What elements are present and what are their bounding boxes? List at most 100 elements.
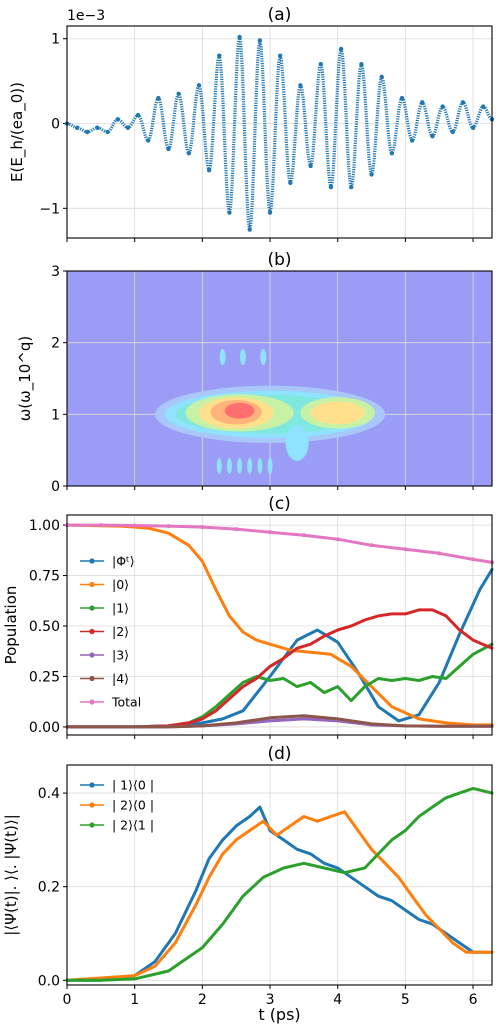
heatmap-contour [267, 457, 273, 474]
series-line-3 [65, 608, 494, 729]
heatmap-background [67, 271, 492, 486]
panel-title: (c) [268, 494, 291, 514]
legend-marker [89, 628, 95, 635]
panel-title: (a) [268, 5, 292, 25]
axes-frame [66, 25, 493, 239]
data-point-6 [268, 530, 273, 535]
legend-marker [89, 782, 95, 788]
y-axis-label: |⟨Ψ(t)|. ⟩⟨. |Ψ(t)⟩| [2, 814, 20, 935]
data-point-6 [98, 523, 103, 528]
data-point-0 [146, 138, 151, 143]
data-point-0 [409, 138, 415, 143]
data-point-6 [301, 533, 306, 538]
data-point-0 [237, 34, 242, 40]
axes-frame [66, 764, 493, 986]
y-tick-label: −1 [39, 201, 60, 217]
data-point-6 [403, 547, 408, 552]
data-point-0 [308, 163, 313, 169]
data-point-0 [298, 83, 303, 88]
data-point-0 [186, 151, 192, 156]
heatmap-contour [285, 425, 309, 461]
panel-d: (d) 0.0 0.2 0.4 0 1 2 3 4 5 6 |⟨Ψ(t)|. ⟩⟨. |Ψ(t)⟩| |… [2, 744, 494, 1024]
y-axis-label: Population [2, 586, 20, 665]
data-point-6 [369, 543, 374, 548]
data-point-0 [288, 180, 293, 186]
data-point-0 [369, 172, 374, 177]
x-tick-label: 0 [63, 992, 72, 1008]
data-point-0 [318, 61, 323, 67]
legend-label: Total [111, 695, 141, 710]
data-point-0 [440, 104, 445, 109]
y-axis-label: ω(ω_10^q) [16, 336, 35, 422]
y-tick-label: 2 [51, 336, 60, 352]
x-tick-label: 2 [198, 992, 207, 1008]
y-tick-label: 0 [51, 479, 60, 495]
data-point-0 [95, 125, 100, 130]
heatmap-contour [247, 457, 253, 474]
y-tick-label: 0.4 [38, 786, 60, 802]
data-point-0 [115, 117, 120, 122]
y-tick-label: 1 [51, 32, 60, 48]
data-point-6 [437, 551, 442, 556]
legend-marker [89, 581, 95, 588]
legend-label: |1⟩ [112, 601, 129, 616]
data-point-0 [166, 146, 171, 152]
axes-frame [66, 514, 493, 736]
data-point-0 [349, 184, 354, 190]
panel-title: (d) [267, 744, 291, 764]
y-tick-label: 0.25 [29, 669, 60, 685]
legend-marker [89, 558, 95, 564]
series-line-0 [65, 805, 494, 982]
legend-label: | 2⟩⟨1 | [112, 818, 154, 833]
data-point-0 [389, 151, 395, 156]
data-point-0 [125, 125, 131, 130]
data-point-0 [206, 167, 212, 173]
legend-label: |0⟩ [112, 577, 129, 592]
data-point-0 [399, 95, 405, 101]
data-point-0 [460, 100, 466, 105]
series-line-5 [65, 714, 494, 729]
y-tick-label: 0 [51, 117, 60, 133]
y-tick-label: 1.00 [29, 518, 60, 534]
data-point-6 [234, 527, 239, 532]
data-point-0 [420, 100, 425, 105]
axes-frame [66, 270, 493, 487]
series-line-2 [65, 786, 494, 982]
heatmap-contour [257, 457, 263, 474]
legend-label: | 1⟩⟨0 | [112, 778, 154, 793]
panel-c: (c) 0.00 0.25 0.50 0.75 1.00 Population |Φᵗ⟩ |0⟩… [2, 494, 494, 739]
x-tick-label: 3 [266, 992, 275, 1008]
data-point-0 [481, 104, 486, 109]
x-axis-label: t (ps) [258, 1005, 300, 1024]
data-point-0 [176, 91, 181, 97]
data-point-0 [85, 129, 90, 135]
y-axis-label: E(E_h/(ea_0)) [8, 82, 27, 182]
legend-marker [89, 699, 95, 705]
data-point-0 [359, 61, 364, 67]
y-tick-label: 0.50 [29, 619, 60, 635]
x-tick-label: 4 [333, 992, 342, 1008]
panel-a: (a) −1 0 1 1e−3 E(E_h/(ea_0)) [8, 5, 495, 242]
legend-label: |2⟩ [112, 624, 129, 639]
data-point-0 [379, 74, 384, 80]
y-tick-label: 0.00 [29, 720, 60, 736]
legend-marker [89, 822, 95, 828]
y-tick-label: 0.75 [29, 569, 60, 585]
data-point-0 [247, 227, 252, 232]
data-point-0 [450, 129, 455, 135]
series-line-2 [65, 642, 494, 729]
legend-marker [89, 605, 95, 611]
data-point-6 [132, 523, 137, 528]
heatmap-contour [219, 349, 226, 365]
legend-label: |3⟩ [112, 648, 129, 663]
data-point-0 [267, 210, 273, 215]
data-point-0 [227, 210, 232, 215]
data-point-0 [135, 112, 141, 118]
legend-marker [89, 802, 95, 808]
offset-text: 1e−3 [67, 8, 105, 24]
legend-marker [89, 675, 95, 682]
heatmap-contour [224, 402, 255, 419]
series-line-1 [65, 810, 494, 982]
heatmap-contour [216, 457, 222, 474]
